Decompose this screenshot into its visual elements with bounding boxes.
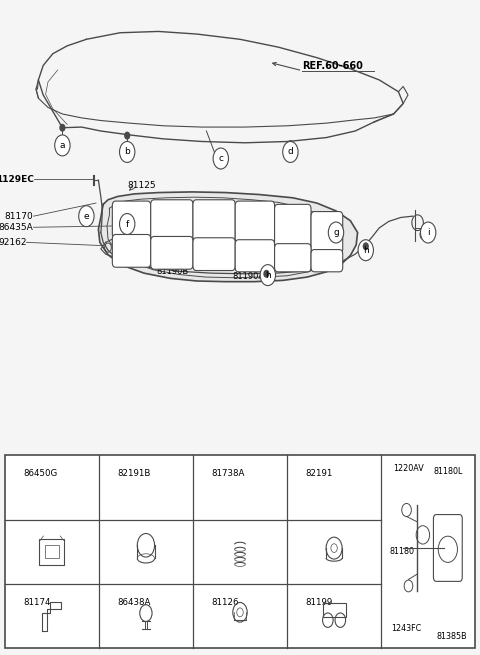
Text: 92162: 92162 bbox=[0, 238, 26, 247]
Text: 81125: 81125 bbox=[127, 181, 156, 190]
Circle shape bbox=[386, 466, 397, 481]
Text: 81199: 81199 bbox=[305, 597, 333, 607]
Circle shape bbox=[292, 595, 303, 609]
FancyBboxPatch shape bbox=[112, 234, 151, 267]
Text: h: h bbox=[363, 246, 369, 255]
Circle shape bbox=[104, 595, 115, 609]
FancyBboxPatch shape bbox=[275, 244, 311, 272]
Text: 86450G: 86450G bbox=[23, 469, 57, 477]
Text: b: b bbox=[124, 147, 130, 157]
Text: h: h bbox=[265, 271, 271, 280]
Text: 81738A: 81738A bbox=[211, 469, 245, 477]
Circle shape bbox=[292, 466, 303, 481]
Bar bbox=[5, 455, 475, 648]
Circle shape bbox=[198, 595, 209, 609]
Text: e: e bbox=[84, 212, 89, 221]
FancyBboxPatch shape bbox=[193, 238, 235, 271]
Text: 1220AV: 1220AV bbox=[393, 464, 424, 473]
Circle shape bbox=[260, 265, 276, 286]
Text: f: f bbox=[126, 219, 129, 229]
FancyBboxPatch shape bbox=[235, 240, 275, 272]
Circle shape bbox=[283, 141, 298, 162]
Text: c: c bbox=[218, 154, 223, 163]
Circle shape bbox=[358, 240, 373, 261]
Circle shape bbox=[60, 124, 65, 131]
Text: h: h bbox=[295, 597, 300, 607]
Text: 81190B: 81190B bbox=[156, 267, 188, 276]
Text: b: b bbox=[107, 469, 112, 477]
Text: REF.60-660: REF.60-660 bbox=[302, 61, 363, 71]
Circle shape bbox=[10, 595, 21, 609]
Text: i: i bbox=[427, 228, 430, 237]
Text: 81170: 81170 bbox=[5, 212, 34, 221]
Circle shape bbox=[288, 141, 293, 147]
Circle shape bbox=[125, 132, 130, 139]
Text: g: g bbox=[333, 228, 339, 237]
Text: 82191: 82191 bbox=[305, 469, 333, 477]
Circle shape bbox=[328, 222, 344, 243]
Text: 81180L: 81180L bbox=[434, 467, 463, 476]
Circle shape bbox=[120, 141, 135, 162]
FancyBboxPatch shape bbox=[311, 250, 343, 272]
Text: 82191B: 82191B bbox=[117, 469, 151, 477]
Text: 81126: 81126 bbox=[211, 597, 239, 607]
Text: e: e bbox=[13, 597, 18, 607]
Text: 81130: 81130 bbox=[120, 257, 149, 266]
Text: g: g bbox=[201, 597, 206, 607]
Circle shape bbox=[10, 466, 21, 481]
Circle shape bbox=[55, 135, 70, 156]
FancyBboxPatch shape bbox=[112, 201, 151, 238]
Text: 86438A: 86438A bbox=[117, 597, 151, 607]
FancyBboxPatch shape bbox=[193, 200, 235, 242]
FancyBboxPatch shape bbox=[275, 204, 311, 248]
FancyBboxPatch shape bbox=[311, 212, 343, 253]
Circle shape bbox=[198, 466, 209, 481]
Circle shape bbox=[79, 206, 94, 227]
Text: i: i bbox=[391, 469, 393, 477]
Text: 81180: 81180 bbox=[390, 548, 415, 556]
Text: d: d bbox=[288, 147, 293, 157]
FancyBboxPatch shape bbox=[235, 201, 275, 244]
Text: d: d bbox=[295, 469, 300, 477]
Text: f: f bbox=[108, 597, 111, 607]
Text: 81385B: 81385B bbox=[436, 632, 467, 641]
Text: 81190A: 81190A bbox=[233, 272, 265, 282]
Text: 1243FC: 1243FC bbox=[391, 624, 421, 633]
FancyBboxPatch shape bbox=[151, 236, 193, 269]
Text: 81174: 81174 bbox=[23, 597, 50, 607]
Text: 86435A: 86435A bbox=[0, 223, 34, 232]
Text: c: c bbox=[201, 469, 206, 477]
Circle shape bbox=[264, 271, 269, 277]
Circle shape bbox=[363, 243, 368, 250]
Circle shape bbox=[420, 222, 436, 243]
Circle shape bbox=[104, 466, 115, 481]
Circle shape bbox=[213, 148, 228, 169]
FancyBboxPatch shape bbox=[151, 200, 193, 240]
Text: a: a bbox=[60, 141, 65, 150]
Text: 1129EC: 1129EC bbox=[0, 175, 34, 184]
Circle shape bbox=[120, 214, 135, 234]
Text: a: a bbox=[13, 469, 18, 477]
Polygon shape bbox=[98, 192, 358, 282]
